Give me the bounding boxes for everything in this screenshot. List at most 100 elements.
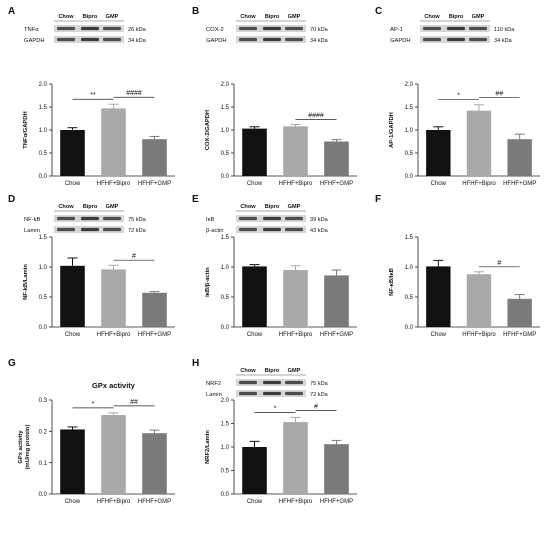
y-tick-label: 0.5 xyxy=(39,295,48,301)
y-tick-label: 0.0 xyxy=(405,174,414,180)
y-tick-label: 1.0 xyxy=(221,265,230,271)
blot-band xyxy=(285,391,303,396)
blot-band xyxy=(469,26,487,31)
x-tick-label: HFHF+GMP xyxy=(138,332,171,338)
blot-protein-label: GAPDH xyxy=(390,38,411,44)
bar-hfhf-bipro xyxy=(283,270,308,327)
y-tick-label: 0.1 xyxy=(39,461,48,467)
blot-kda-label: 72 kDa xyxy=(128,228,147,234)
y-tick-label: 0.0 xyxy=(221,492,230,498)
y-tick-label: 0.0 xyxy=(39,325,48,331)
blot-band xyxy=(239,216,257,221)
blot-kda-label: 72 kDa xyxy=(310,392,329,398)
blot-protein-label: GAPDH xyxy=(206,38,227,44)
blot-lane-label: GMP xyxy=(288,14,301,20)
significance-label: * xyxy=(457,93,460,100)
blot-protein-label: Lamin xyxy=(206,392,222,398)
blot-kda-label: 70 kDa xyxy=(310,27,329,33)
blot-band xyxy=(81,216,99,221)
significance-label: # xyxy=(497,260,501,267)
blot-kda-label: 26 kDa xyxy=(128,27,147,33)
blot-band xyxy=(57,37,75,42)
blot-band xyxy=(469,37,487,42)
y-tick-label: 0.0 xyxy=(221,174,230,180)
y-tick-label: 1.5 xyxy=(39,235,48,241)
blot-lane-label: Bipro xyxy=(265,368,280,374)
bar-chow xyxy=(242,128,267,176)
x-tick-label: HFHF+GMP xyxy=(320,181,353,187)
y-tick-label: 0.0 xyxy=(39,174,48,180)
blot-band xyxy=(239,380,257,385)
blot-protein-label: β-actin xyxy=(206,228,224,234)
y-tick-label: 1.5 xyxy=(39,105,48,111)
y-axis-label: COX-2/GAPDH xyxy=(205,110,211,150)
y-axis-label: AP-1/GAPDH xyxy=(389,112,395,148)
blot-kda-label: 75 kDa xyxy=(128,217,147,223)
significance-label: ## xyxy=(495,91,503,98)
x-tick-label: HFHF+Bipro xyxy=(279,181,313,187)
blot-band xyxy=(239,227,257,232)
bar-chow xyxy=(60,265,85,327)
blot-band xyxy=(285,227,303,232)
blot-lane-label: GMP xyxy=(106,204,119,210)
chart-title: GPx activity xyxy=(92,381,136,390)
blot-kda-label: 43 kDa xyxy=(310,228,329,234)
y-tick-label: 1.0 xyxy=(39,128,48,134)
panel-letter-h: H xyxy=(192,358,199,369)
x-tick-label: HFHF+GMP xyxy=(320,332,353,338)
blot-band xyxy=(57,26,75,31)
blot-lane-label: GMP xyxy=(472,14,485,20)
y-tick-label: 2.0 xyxy=(221,398,230,404)
significance-label: ## xyxy=(130,399,138,406)
x-tick-label: HFHF+GMP xyxy=(503,181,536,187)
bar-hfhf-bipro xyxy=(101,269,126,327)
blot-kda-label: 34 kDa xyxy=(128,38,147,44)
bar-chow xyxy=(60,429,85,494)
bar-hfhf-gmp xyxy=(507,298,532,327)
bar-hfhf-gmp xyxy=(142,292,167,327)
blot-band xyxy=(263,26,281,31)
y-axis-label: TNFα/GAPDH xyxy=(23,111,29,148)
y-tick-label: 1.5 xyxy=(405,235,414,241)
x-tick-label: HFHF+GMP xyxy=(138,181,171,187)
blot-band xyxy=(423,26,441,31)
y-axis-label: NF-κB/IκB xyxy=(389,268,395,296)
blot-lane-label: GMP xyxy=(288,368,301,374)
blot-band xyxy=(103,37,121,42)
blot-protein-label: NF-kB xyxy=(24,217,41,223)
y-tick-label: 0.0 xyxy=(39,492,48,498)
blot-band xyxy=(263,227,281,232)
blot-band xyxy=(239,37,257,42)
blot-protein-label: Lamin xyxy=(24,228,40,234)
blot-band xyxy=(263,391,281,396)
blot-protein-label: NRF2 xyxy=(206,381,221,387)
blot-lane-label: Bipro xyxy=(83,204,98,210)
y-tick-label: 1.0 xyxy=(39,265,48,271)
blot-lane-label: Bipro xyxy=(83,14,98,20)
y-axis-label: IκB/β-actin xyxy=(205,267,211,297)
y-tick-label: 1.5 xyxy=(221,422,230,428)
bar-hfhf-gmp xyxy=(324,275,349,327)
x-tick-label: Chow xyxy=(431,332,447,338)
blot-kda-label: 34 kDa xyxy=(310,38,329,44)
blot-band xyxy=(447,37,465,42)
bar-hfhf-bipro xyxy=(466,110,492,176)
bar-hfhf-gmp xyxy=(324,444,349,494)
panel-letter-c: C xyxy=(375,6,382,17)
y-tick-label: 0.5 xyxy=(405,151,414,157)
y-tick-label: 1.0 xyxy=(405,265,414,271)
bar-hfhf-bipro xyxy=(283,422,308,494)
significance-label: #### xyxy=(308,112,324,119)
bar-hfhf-gmp xyxy=(507,139,532,176)
x-tick-label: Chow xyxy=(247,181,263,187)
bar-chow xyxy=(242,266,267,327)
x-tick-label: Chow xyxy=(65,332,81,338)
significance-label: * xyxy=(92,401,95,408)
y-tick-label: 0.0 xyxy=(221,325,230,331)
bar-chow xyxy=(60,130,85,176)
x-tick-label: HFHF+Bipro xyxy=(279,332,313,338)
blot-band xyxy=(239,26,257,31)
blot-band xyxy=(285,26,303,31)
blot-band xyxy=(423,37,441,42)
